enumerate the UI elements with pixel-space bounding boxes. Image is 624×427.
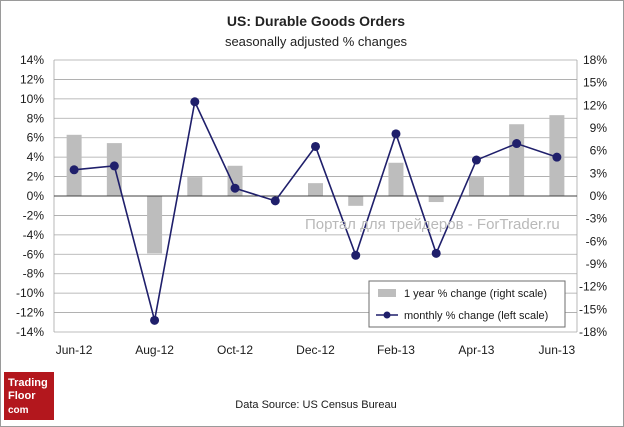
line-point (391, 129, 401, 139)
logo-line2: Floor (8, 390, 36, 402)
right-tick-label: -18% (579, 325, 607, 339)
left-tick-label: 2% (27, 170, 45, 184)
left-tick-label: 14% (20, 53, 44, 67)
legend: 1 year % change (right scale) monthly % … (368, 280, 566, 328)
x-tick-label: Aug-12 (135, 343, 174, 357)
right-tick-label: 9% (590, 121, 608, 135)
left-tick-label: -2% (23, 208, 45, 222)
x-tick-label: Jun-12 (56, 343, 93, 357)
right-tick-label: -6% (586, 234, 608, 248)
bar (187, 177, 203, 196)
left-tick-label: -4% (23, 228, 45, 242)
bar (388, 162, 404, 196)
right-tick-label: 12% (583, 98, 607, 112)
chart-title: US: Durable Goods Orders (227, 13, 405, 29)
bar (468, 177, 484, 196)
left-tick-label: -10% (16, 286, 44, 300)
right-tick-label: -12% (579, 280, 607, 294)
legend-line-label: monthly % change (left scale) (404, 310, 548, 322)
left-tick-label: 4% (27, 150, 45, 164)
grid (53, 59, 578, 333)
line-point (190, 97, 200, 107)
bar (308, 183, 323, 196)
right-tick-label: -3% (586, 212, 608, 226)
bar (147, 196, 163, 254)
logo-line1: Trading (8, 377, 48, 389)
left-tick-label: -14% (16, 325, 44, 339)
line-series (69, 97, 562, 325)
line-point (431, 248, 441, 258)
right-tick-label: 3% (590, 166, 608, 180)
line-point (351, 250, 361, 260)
x-tick-label: Oct-12 (217, 343, 253, 357)
legend-box (368, 280, 566, 328)
right-tick-label: -9% (586, 257, 608, 271)
bar (509, 124, 525, 196)
left-tick-label: 10% (20, 92, 44, 106)
right-tick-label: 6% (590, 144, 608, 158)
line-point (512, 139, 522, 149)
left-tick-label: 6% (27, 131, 45, 145)
legend-bar-label: 1 year % change (right scale) (404, 288, 547, 300)
right-axis: 18% 15% 12% 9% 6% 3% 0% -3% -6% -9% -12% -15% -18% (579, 53, 607, 339)
x-tick-label: Jun-13 (539, 343, 576, 357)
tradingfloor-logo: Trading Floor com (4, 372, 54, 420)
right-tick-label: 15% (583, 76, 607, 90)
logo-background (4, 372, 54, 420)
data-source: Data Source: US Census Bureau (235, 399, 396, 411)
left-tick-label: 8% (27, 111, 45, 125)
right-tick-label: -15% (579, 302, 607, 316)
line-point (230, 183, 240, 193)
bar (348, 196, 364, 206)
left-tick-label: -12% (16, 306, 44, 320)
legend-marker-swatch (383, 311, 391, 319)
left-tick-label: -6% (23, 247, 45, 261)
right-tick-label: 18% (583, 53, 607, 67)
bar (428, 196, 444, 203)
line-point (150, 315, 160, 325)
x-axis: Jun-12 Aug-12 Oct-12 Dec-12 Feb-13 Apr-13 Jun-… (56, 343, 576, 357)
left-tick-label: -8% (23, 267, 45, 281)
left-tick-label: 12% (20, 72, 44, 86)
line-point (109, 161, 119, 171)
x-tick-label: Feb-13 (377, 343, 415, 357)
line-point (471, 155, 481, 165)
left-axis: 14% 12% 10% 8% 6% 4% 2% 0% -2% -4% -6% -8% -10% -12% -… (16, 53, 44, 339)
line-point (311, 141, 320, 151)
x-tick-label: Apr-13 (458, 343, 494, 357)
right-tick-label: 0% (590, 189, 608, 203)
logo-line3: com (8, 405, 29, 416)
x-tick-label: Dec-12 (296, 343, 335, 357)
line-point (69, 165, 79, 175)
watermark: Портал для трейдеров - ForTrader.ru (305, 216, 560, 233)
left-tick-label: 0% (27, 189, 45, 203)
chart-subtitle: seasonally adjusted % changes (225, 34, 408, 49)
legend-bar-swatch (378, 289, 396, 297)
line-point (270, 196, 280, 206)
line-point (552, 152, 562, 162)
